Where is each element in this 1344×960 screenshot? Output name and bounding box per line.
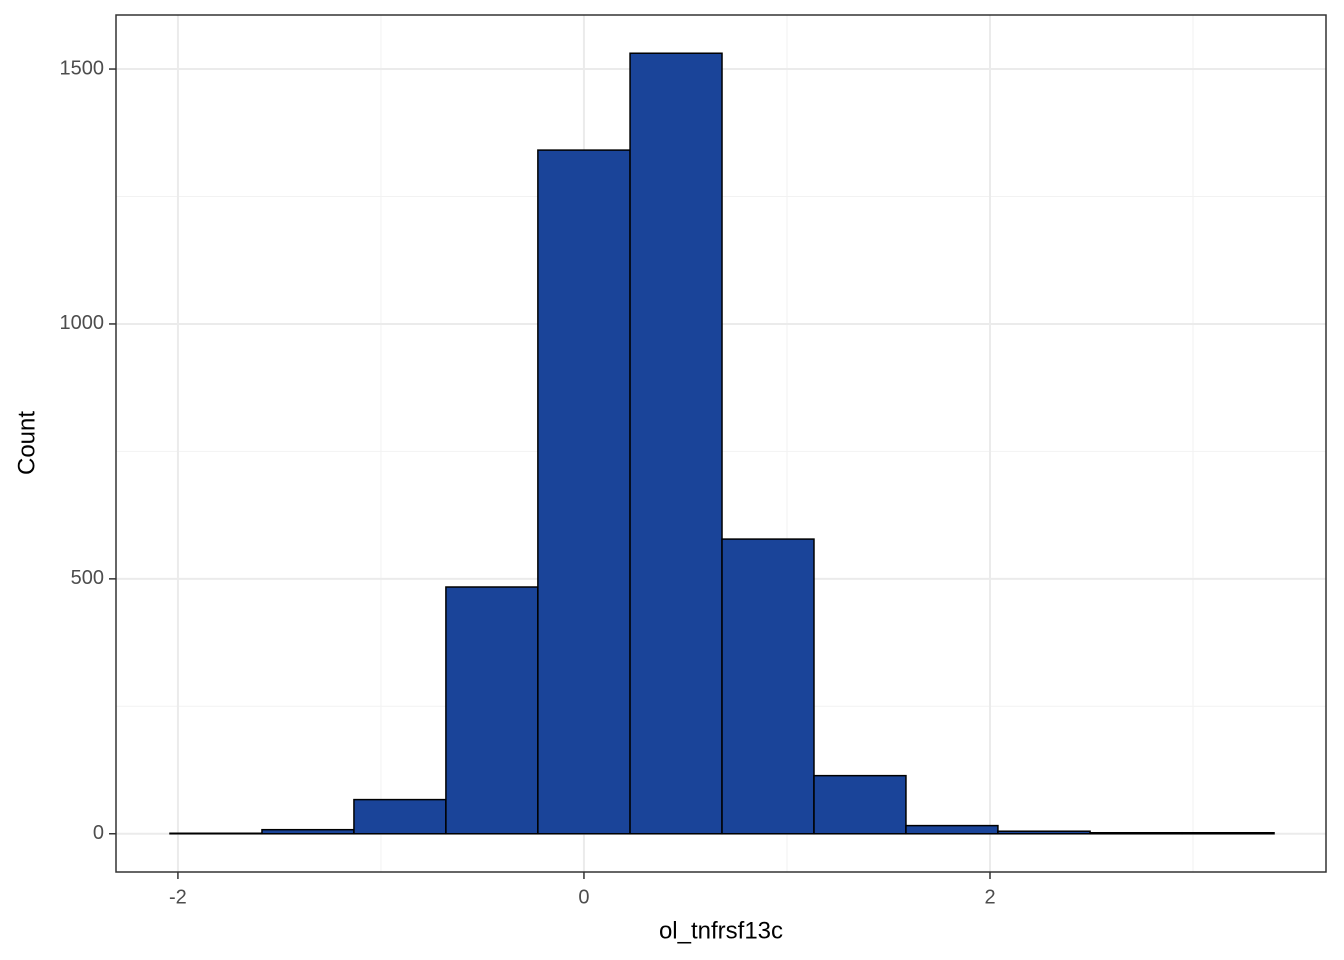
bar (629, 52, 723, 835)
bar (169, 832, 263, 835)
bar (261, 828, 355, 835)
bar (445, 586, 539, 835)
bar (905, 824, 999, 835)
bar (1089, 831, 1183, 835)
x-tick-label: 2 (984, 886, 995, 908)
x-tick-label: -2 (169, 886, 187, 908)
bar (353, 798, 447, 835)
bar (997, 830, 1091, 835)
bar (813, 774, 907, 835)
x-axis-label: ol_tnfrsf13c (659, 917, 783, 944)
panel-border (115, 14, 1327, 873)
y-tick-label: 1000 (60, 312, 105, 334)
bar (1181, 831, 1275, 835)
y-tick-label: 500 (71, 567, 104, 589)
y-tick-label: 0 (93, 822, 104, 844)
bar (721, 538, 815, 835)
bar (537, 149, 631, 835)
y-axis-label: Count (13, 411, 40, 475)
y-tick-label: 1500 (60, 57, 105, 79)
x-tick-label: 0 (578, 886, 589, 908)
